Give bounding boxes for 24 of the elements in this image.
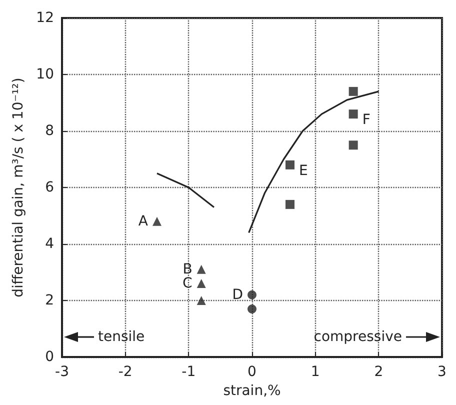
y-tick-label: 10 [36, 66, 54, 82]
y-tick-label: 6 [45, 180, 54, 196]
x-tick-label: -1 [182, 364, 196, 380]
y-axis-title: differential gain, m³/s ( x 10⁻¹²) [10, 78, 26, 298]
y-tick-label: 8 [45, 123, 54, 139]
x-tick-label: -2 [118, 364, 132, 380]
x-axis-title: strain,% [223, 382, 281, 399]
y-tick-label: 0 [45, 349, 54, 365]
annotation: compressive [314, 329, 402, 345]
x-tick-label: 2 [374, 364, 384, 380]
annotation: A [138, 213, 148, 230]
x-tick-label: 1 [310, 364, 320, 380]
y-tick-label: 4 [45, 236, 54, 252]
annotation: tensile [98, 329, 145, 345]
y-tick-label: 2 [45, 292, 54, 308]
x-tick-label: -3 [55, 364, 69, 380]
x-tick-label: 3 [438, 364, 446, 380]
annotation: C [182, 276, 193, 292]
annotation: F [362, 112, 370, 128]
annotation: D [232, 286, 243, 303]
annotation: E [299, 162, 308, 179]
y-tick-label: 12 [36, 10, 54, 26]
x-tick-label: 0 [248, 364, 256, 380]
annotation: B [182, 261, 192, 278]
